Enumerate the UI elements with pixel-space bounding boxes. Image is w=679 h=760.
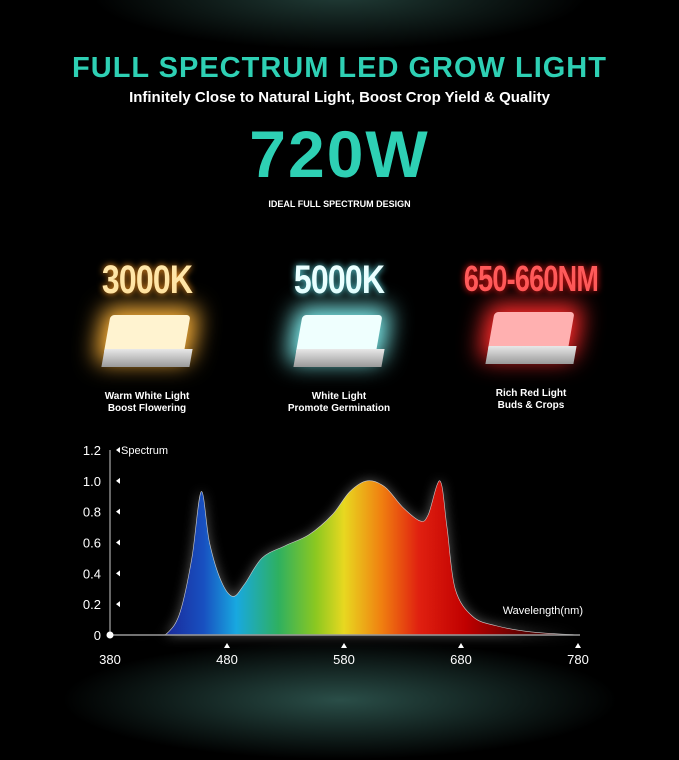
x-tick-marker [575, 643, 581, 648]
y-tick-marker [116, 601, 120, 608]
led-caption-1: Warm White Light [104, 391, 190, 402]
led-card-warm: 3000K Warm White Light Boost Flowering [47, 258, 247, 415]
y-tick-marker [116, 539, 120, 546]
y-tick-label: 0.2 [83, 597, 101, 612]
led-caption-2: Boost Flowering [107, 403, 187, 414]
y-tick-marker [116, 477, 120, 484]
led-label: 650-660NM [463, 258, 599, 299]
x-tick-marker [224, 643, 230, 648]
x-tick-label: 680 [450, 652, 472, 667]
x-tick-label: 380 [99, 652, 121, 667]
led-card-red: 650-660NM Rich Red Light Buds & Crops [431, 258, 631, 412]
x-tick-label: 480 [216, 652, 238, 667]
led-caption-2: Promote Germination [287, 403, 391, 414]
y-tick-label: 0.6 [83, 536, 101, 551]
origin-dot [106, 631, 114, 639]
x-tick-label: 580 [333, 652, 355, 667]
y-tick-marker [116, 447, 120, 453]
wattage: 720W [249, 117, 430, 191]
y-tick-label: 0 [94, 628, 101, 643]
spectrum-chart: 0 0.2 0.4 0.6 0.8 1.0 1.2 380 480 580 680 780 Spect… [83, 443, 589, 667]
y-tick-marker [116, 508, 120, 515]
led-caption-1: White Light [311, 391, 367, 402]
x-tick-label: 780 [567, 652, 589, 667]
x-tick-marker [341, 643, 347, 648]
y-axis-label: Spectrum [121, 445, 168, 457]
led-caption-2: Buds & Crops [497, 400, 565, 411]
y-tick-label: 0.4 [83, 566, 101, 581]
y-tick-marker [116, 570, 120, 577]
headline: FULL SPECTRUM LED GROW LIGHT [72, 52, 607, 84]
led-card-white: 5000K White Light Promote Germination [239, 258, 439, 415]
tagline: IDEAL FULL SPECTRUM DESIGN [268, 199, 411, 209]
led-caption-1: Rich Red Light [495, 388, 567, 399]
x-axis-label: Wavelength(nm) [503, 605, 583, 617]
x-tick-marker [458, 643, 464, 648]
subheadline: Infinitely Close to Natural Light, Boost… [129, 89, 550, 106]
spectrum-area [109, 480, 579, 636]
led-label: 5000K [293, 258, 385, 302]
y-tick-label: 1.2 [83, 443, 101, 458]
led-label: 3000K [101, 258, 193, 302]
y-tick-label: 0.8 [83, 505, 101, 520]
y-tick-label: 1.0 [83, 474, 101, 489]
